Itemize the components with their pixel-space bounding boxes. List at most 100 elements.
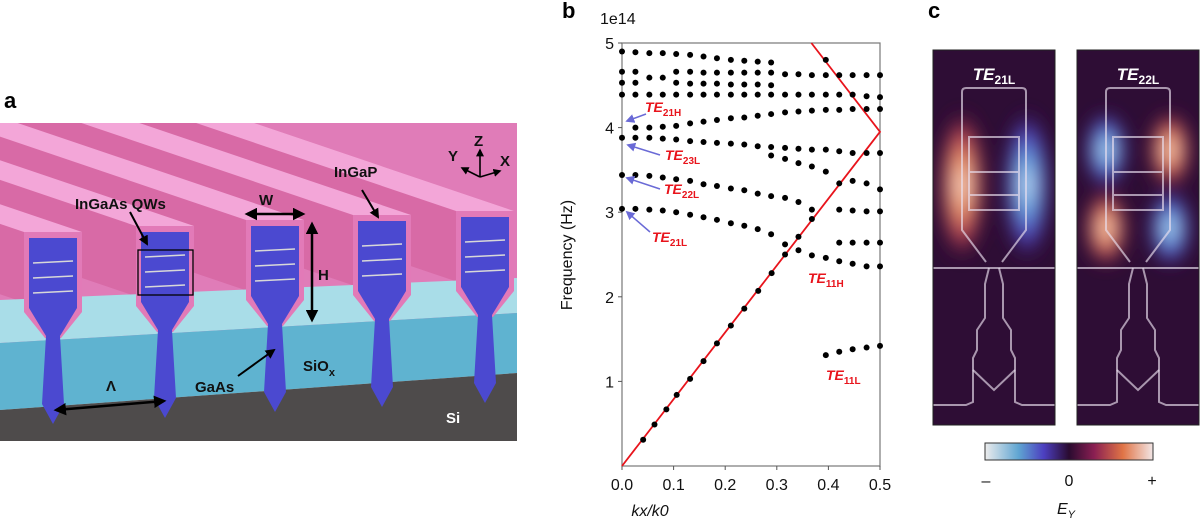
fin <box>456 211 514 403</box>
scale-multiplier: 1e14 <box>600 11 636 28</box>
data-point <box>849 207 856 214</box>
data-point <box>768 59 775 66</box>
band-diagram: 0.0 0.1 0.2 0.3 0.4 0.5 1 2 3 4 5 <box>605 36 891 494</box>
stem-outline-right <box>998 267 1055 406</box>
plot-frame <box>621 42 881 467</box>
stem-outline-right <box>1142 267 1199 406</box>
data-point <box>619 171 625 178</box>
y-tick-label: 4 <box>605 121 614 138</box>
data-point <box>795 247 802 254</box>
quantum-well <box>32 275 74 279</box>
data-point <box>822 72 829 79</box>
data-point <box>808 91 815 98</box>
y-tick-label: 1 <box>605 374 614 391</box>
data-point <box>782 109 789 116</box>
data-point <box>822 352 829 359</box>
data-point <box>863 180 870 187</box>
data-point <box>687 375 694 382</box>
band-0 <box>619 48 829 66</box>
mode-label-te22l: TE22L <box>664 181 699 201</box>
data-point <box>741 81 748 88</box>
data-point <box>822 106 829 113</box>
band-9 <box>640 247 883 443</box>
mode-label-te21l: TE21L <box>652 229 687 249</box>
data-point <box>646 124 653 131</box>
gaas-core <box>251 226 299 412</box>
data-point <box>619 48 625 55</box>
data-point <box>659 174 666 181</box>
waveguide-outline <box>1077 87 1199 406</box>
mode-label-te11l: TE11L <box>826 367 861 387</box>
data-point <box>877 94 883 101</box>
ridge-top <box>0 123 304 220</box>
data-point <box>713 116 720 123</box>
data-point <box>632 49 639 56</box>
data-point <box>877 149 883 156</box>
data-point <box>673 91 680 98</box>
data-point <box>651 421 658 428</box>
light-line <box>621 42 882 467</box>
data-point <box>768 152 775 159</box>
data-point <box>836 258 843 265</box>
data-point <box>808 146 815 153</box>
ridge-top <box>196 123 514 211</box>
data-point <box>659 123 666 130</box>
data-point <box>741 222 748 229</box>
data-point <box>700 53 707 60</box>
data-point <box>619 205 625 212</box>
data-point <box>700 91 707 98</box>
data-point <box>808 72 815 79</box>
data-point <box>768 231 775 238</box>
panel-c-label: c <box>928 0 940 23</box>
data-point <box>659 207 666 214</box>
data-point <box>659 135 666 142</box>
qw-outline <box>968 136 1020 211</box>
band-1 <box>619 68 883 81</box>
data-point <box>632 134 639 141</box>
cladding-outline <box>1105 87 1171 263</box>
data-point <box>782 155 789 162</box>
data-point <box>727 81 734 88</box>
te21h-arrow <box>625 113 647 123</box>
data-point <box>673 68 680 75</box>
data-point <box>646 91 653 98</box>
data-point <box>822 168 829 175</box>
map-title-te21l: TE21L <box>973 65 1015 87</box>
gaas-arrow <box>237 348 276 377</box>
data-point <box>663 406 670 413</box>
data-point <box>687 120 694 127</box>
data-point <box>768 111 775 118</box>
data-point <box>632 171 639 178</box>
quantum-well <box>254 248 296 252</box>
gaas-core <box>358 221 406 407</box>
y-tick-label: 2 <box>605 290 614 307</box>
data-point <box>836 91 843 98</box>
qw-label: InGaAs QWs <box>75 196 166 213</box>
data-point <box>640 436 647 443</box>
data-point <box>754 190 761 197</box>
data-point <box>768 69 775 76</box>
data-point <box>836 239 843 246</box>
data-point <box>727 115 734 122</box>
data-point <box>713 139 720 146</box>
data-point <box>782 241 789 248</box>
data-point <box>849 177 856 184</box>
data-point <box>687 51 694 58</box>
x-tick-label: 0.5 <box>869 477 891 494</box>
data-point <box>619 68 625 75</box>
data-point <box>808 215 815 222</box>
period-arrow <box>53 395 167 416</box>
y-tick-label: 5 <box>605 36 614 53</box>
data-point <box>713 182 720 189</box>
data-point <box>727 185 734 192</box>
band-3 <box>619 91 883 101</box>
mode-annotations <box>625 113 661 233</box>
data-point <box>836 106 843 113</box>
qw-arrow <box>129 211 148 246</box>
data-point <box>713 80 720 87</box>
data-point <box>754 226 761 233</box>
data-point <box>700 118 707 125</box>
mode-label-te23l: TE23L <box>665 147 700 167</box>
x-tick-label: 0.3 <box>766 477 788 494</box>
data-point <box>822 56 829 63</box>
